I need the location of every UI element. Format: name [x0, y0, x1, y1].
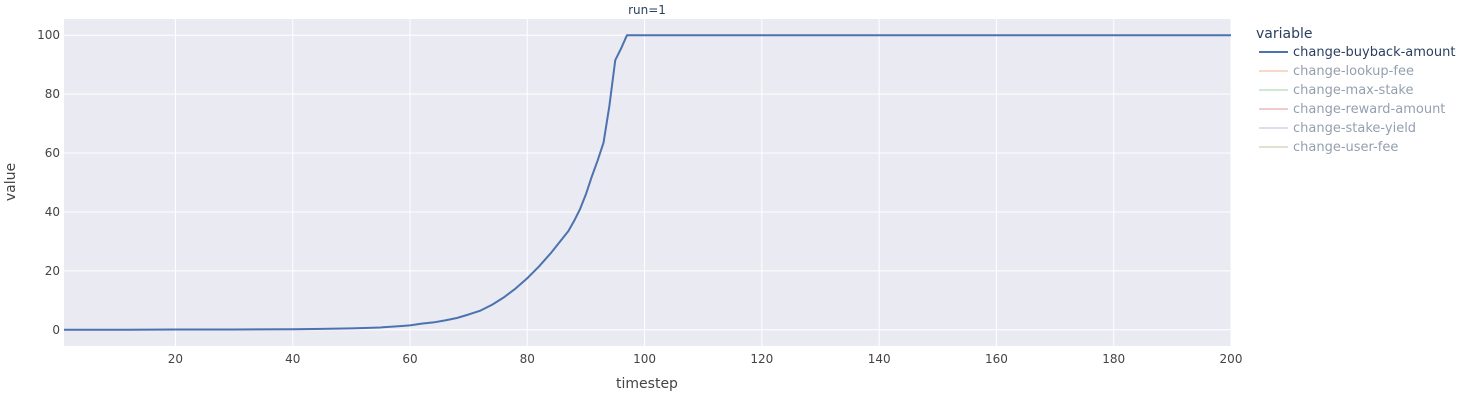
- facet-title: run=1: [628, 3, 666, 17]
- y-axis-ticks: 0 20 40 60 80 100: [37, 28, 60, 337]
- legend-item[interactable]: change-reward-amount: [1259, 102, 1445, 117]
- x-tick-label: 120: [750, 352, 773, 366]
- y-tick-label: 60: [45, 146, 60, 160]
- y-tick-label: 80: [45, 87, 60, 101]
- legend-item[interactable]: change-lookup-fee: [1259, 64, 1414, 79]
- plot-background: [64, 19, 1231, 346]
- x-tick-label: 160: [985, 352, 1008, 366]
- legend-label: change-stake-yield: [1293, 121, 1416, 136]
- y-tick-label: 0: [52, 323, 60, 337]
- y-tick-label: 100: [37, 28, 60, 42]
- legend-label: change-max-stake: [1293, 83, 1413, 98]
- x-tick-label: 80: [520, 352, 535, 366]
- legend-item[interactable]: change-buyback-amount: [1259, 45, 1455, 60]
- legend-label: change-buyback-amount: [1293, 45, 1455, 60]
- x-tick-label: 60: [402, 352, 417, 366]
- legend-label: change-reward-amount: [1293, 102, 1445, 117]
- y-tick-label: 20: [45, 264, 60, 278]
- x-tick-label: 180: [1102, 352, 1125, 366]
- y-axis-title: value: [3, 163, 19, 201]
- legend-label: change-lookup-fee: [1293, 64, 1414, 79]
- series-layer: [64, 34, 1231, 331]
- legend-item[interactable]: change-max-stake: [1259, 83, 1413, 98]
- legend[interactable]: change-buyback-amount change-lookup-fee ch…: [1259, 45, 1455, 155]
- legend-item[interactable]: change-stake-yield: [1259, 121, 1416, 136]
- x-tick-label: 100: [633, 352, 656, 366]
- y-tick-label: 40: [45, 205, 60, 219]
- legend-label: change-user-fee: [1293, 140, 1398, 155]
- x-tick-label: 200: [1220, 352, 1243, 366]
- x-tick-label: 140: [868, 352, 891, 366]
- x-tick-label: 20: [168, 352, 183, 366]
- x-axis-title: timestep: [616, 376, 678, 392]
- x-axis-ticks: 20 40 60 80 100 120 140 160 180 200: [168, 352, 1243, 366]
- legend-title: variable: [1256, 26, 1312, 42]
- x-tick-label: 40: [285, 352, 300, 366]
- legend-item[interactable]: change-user-fee: [1259, 140, 1398, 155]
- series-line: [64, 34, 1231, 331]
